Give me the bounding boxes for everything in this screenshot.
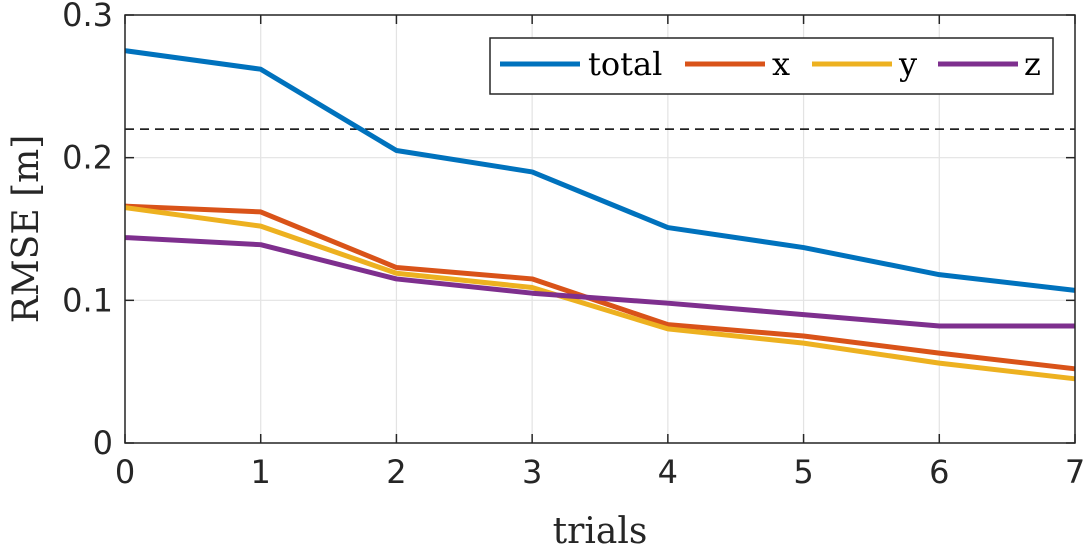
x-tick-label: 5 bbox=[793, 453, 813, 491]
series-y bbox=[124, 205, 1076, 382]
x-tick-label: 0 bbox=[115, 453, 135, 491]
x-axis-label: trials bbox=[553, 511, 648, 548]
legend-label-y: y bbox=[898, 45, 917, 83]
series-lines bbox=[124, 48, 1076, 382]
series-line-y bbox=[124, 205, 1076, 382]
x-tick-label: 1 bbox=[251, 453, 271, 491]
series-line-x bbox=[124, 203, 1076, 372]
y-axis-ticks: 0 0.1 0.2 0.3 bbox=[62, 0, 1075, 462]
series-z bbox=[124, 235, 1075, 329]
x-tick-label: 2 bbox=[386, 453, 406, 491]
x-axis-ticks: 0 1 2 3 4 5 6 7 bbox=[115, 15, 1085, 491]
legend-label-total: total bbox=[588, 45, 662, 83]
x-tick-label: 6 bbox=[929, 453, 949, 491]
series-line-total bbox=[124, 48, 1076, 293]
y-tick-label: 0.3 bbox=[62, 0, 113, 34]
legend-label-z: z bbox=[1024, 45, 1041, 83]
y-tick-label: 0.2 bbox=[62, 139, 113, 177]
y-tick-label: 0 bbox=[93, 424, 113, 462]
series-total bbox=[124, 48, 1076, 293]
y-axis-label: RMSE [m] bbox=[6, 135, 47, 324]
series-x bbox=[124, 203, 1076, 372]
legend: total x y z bbox=[489, 37, 1054, 95]
x-tick-label: 7 bbox=[1065, 453, 1085, 491]
axes-box bbox=[124, 14, 1076, 444]
x-tick-label: 4 bbox=[658, 453, 678, 491]
legend-label-x: x bbox=[772, 45, 790, 83]
x-tick-label: 3 bbox=[522, 453, 542, 491]
series-line-z bbox=[124, 235, 1075, 329]
y-tick-label: 0.1 bbox=[62, 281, 113, 319]
